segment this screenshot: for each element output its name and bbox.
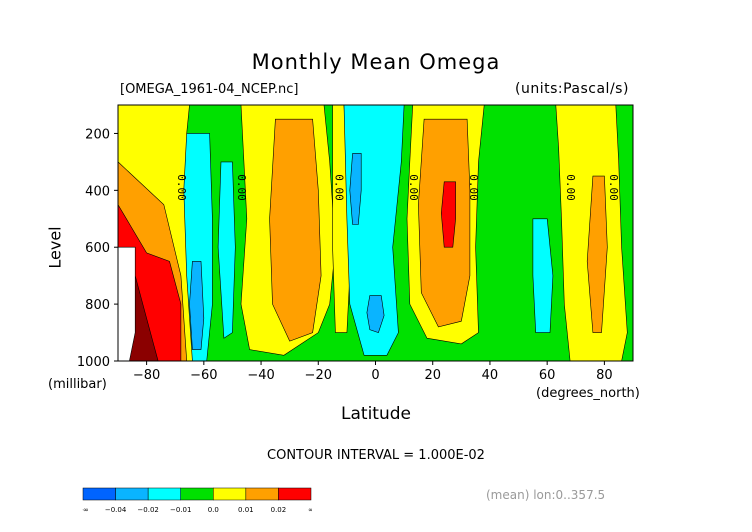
region-orange-southmid — [269, 118, 322, 342]
colorbar-label-7: ∞ — [308, 506, 312, 514]
zero-contour-label-2: 0.00 — [332, 174, 345, 201]
x-tick-label-20: 20 — [424, 368, 441, 383]
colorbar-swatch-2 — [147, 487, 181, 501]
colorbar-label-0: −∞ — [82, 506, 89, 514]
x-tick-label-60: 60 — [539, 368, 556, 383]
x-tick-label-40: 40 — [482, 368, 499, 383]
zero-contour-label-1: 0.00 — [235, 174, 248, 201]
region-red-north — [440, 181, 456, 248]
y-axis-label: Level — [45, 226, 65, 269]
y-tick-label-400: 400 — [85, 184, 110, 199]
colorbar-label-5: 0.01 — [238, 506, 254, 514]
colorbar-label-1: −0.04 — [105, 506, 127, 514]
y-tick-label-1000: 1000 — [77, 355, 110, 370]
x-tick-label-80: 80 — [596, 368, 613, 383]
zero-contour-label-4: 0.00 — [467, 174, 480, 201]
region-orange-polar — [586, 175, 608, 333]
source-file-label: [OMEGA_1961-04_NCEP.nc] — [120, 82, 299, 97]
colorbar-label-2: −0.02 — [137, 506, 158, 514]
colorbar-swatch-0 — [82, 487, 116, 501]
units-label: (units:Pascal/s) — [515, 81, 629, 97]
x-tick-label--60: −60 — [190, 368, 217, 383]
colorbar-label-3: −0.01 — [170, 506, 191, 514]
y-tick-label-200: 200 — [85, 127, 110, 142]
colorbar-swatch-6 — [278, 487, 312, 501]
y-axis-unit: (millibar) — [48, 377, 107, 392]
x-tick-label-0: 0 — [371, 368, 379, 383]
region-cyan-north — [532, 218, 554, 333]
colorbar-swatch-5 — [245, 487, 279, 501]
chart-title: Monthly Mean Omega — [251, 50, 501, 74]
region-blue-eq2 — [366, 295, 385, 333]
region-cyan-south2 — [217, 161, 236, 339]
contour-interval: CONTOUR INTERVAL = 1.000E-02 — [267, 448, 485, 463]
zero-contour-label-0: 0.00 — [175, 174, 188, 201]
colorbar-swatch-4 — [213, 487, 247, 501]
y-tick-label-800: 800 — [85, 298, 110, 313]
y-tick-label-600: 600 — [85, 241, 110, 256]
colorbar: −∞ −0.04 −0.02 −0.01 0.0 0.01 0.02 ∞ — [82, 487, 312, 514]
mean-info: (mean) lon:0..357.5 — [486, 488, 606, 502]
colorbar-label-4: 0.0 — [208, 506, 219, 514]
zero-contour-label-5: 0.00 — [564, 174, 577, 201]
colorbar-label-6: 0.02 — [271, 506, 287, 514]
region-blue-eq1 — [349, 153, 362, 225]
colorbar-swatch-1 — [115, 487, 149, 501]
x-tick-label--20: −20 — [305, 368, 332, 383]
x-tick-label--80: −80 — [133, 368, 160, 383]
region-undefined — [117, 246, 136, 362]
x-tick-label--40: −40 — [247, 368, 274, 383]
zero-contour-label-6: 0.00 — [607, 174, 620, 201]
colorbar-swatch-3 — [180, 487, 214, 501]
zero-contour-label-3: 0.00 — [407, 174, 420, 201]
region-blue-south — [189, 261, 205, 350]
x-axis-unit: (degrees_north) — [536, 386, 640, 401]
x-axis-label: Latitude — [341, 404, 411, 424]
